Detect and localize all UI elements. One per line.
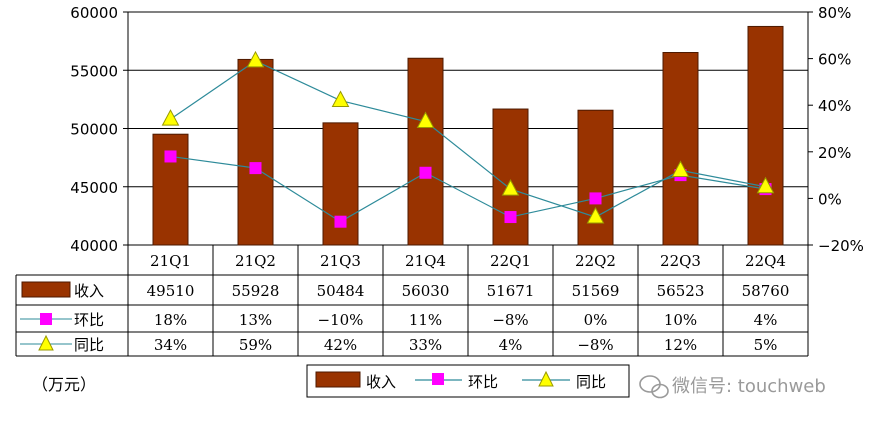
gridlines xyxy=(128,11,808,246)
data-label: 5% xyxy=(754,336,778,354)
yoy-marker-22Q4 xyxy=(756,176,775,194)
right-tick-label: −20% xyxy=(818,237,864,255)
bar-series xyxy=(152,25,784,246)
yoy-marker-21Q2 xyxy=(246,50,265,68)
qoq-marker-21Q4 xyxy=(419,166,432,179)
legend-label-yoy: 同比 xyxy=(576,373,606,391)
data-label: 49510 xyxy=(147,282,195,300)
row-label: 同比 xyxy=(74,336,104,354)
line-series xyxy=(161,50,775,228)
data-label: 0% xyxy=(584,311,608,329)
qoq-marker-22Q1 xyxy=(504,211,517,224)
legend-label-qoq: 环比 xyxy=(468,373,498,391)
bar-21Q4 xyxy=(407,57,444,246)
yoy-marker-22Q2 xyxy=(586,206,605,224)
data-label: 56523 xyxy=(657,282,705,300)
right-tick-label: 60% xyxy=(818,51,851,69)
yoy-line xyxy=(170,60,766,218)
data-table: 21Q1 21Q2 21Q3 21Q4 22Q1 22Q2 22Q3 22Q4 收入 49510 5… xyxy=(15,245,809,357)
category-label: 21Q3 xyxy=(320,252,361,270)
watermark: 微信号: touchweb xyxy=(639,375,826,399)
left-tick-label: 50000 xyxy=(70,121,118,139)
category-label: 21Q4 xyxy=(405,252,446,270)
legend-marker-yoy xyxy=(538,370,554,387)
data-label: 58760 xyxy=(742,282,790,300)
data-label: 56030 xyxy=(402,282,450,300)
data-label: −8% xyxy=(577,336,613,354)
bar-22Q4 xyxy=(747,25,784,246)
right-tick-label: 0% xyxy=(818,190,842,208)
row-key-revenue xyxy=(21,281,71,298)
category-label: 22Q2 xyxy=(575,252,616,270)
right-tick-label: 40% xyxy=(818,97,851,115)
data-label: 55928 xyxy=(232,282,280,300)
qoq-marker-22Q2 xyxy=(589,192,602,205)
left-tick-label: 60000 xyxy=(70,4,118,22)
yoy-marker-22Q3 xyxy=(671,160,690,177)
data-label: 51569 xyxy=(572,282,620,300)
watermark-text: 微信号: touchweb xyxy=(672,376,826,397)
data-label: 51671 xyxy=(487,282,535,300)
data-label: 59% xyxy=(239,336,272,354)
row-key-qoq-marker xyxy=(40,313,52,325)
data-label: 12% xyxy=(664,336,697,354)
legend: 收入 环比 同比 xyxy=(306,364,630,398)
data-label: 4% xyxy=(754,311,778,329)
right-tick-label: 80% xyxy=(818,4,851,22)
legend-label-revenue: 收入 xyxy=(366,373,396,391)
category-label: 22Q4 xyxy=(745,252,786,270)
left-tick-label: 40000 xyxy=(70,237,118,255)
legend-swatch-revenue xyxy=(315,371,361,388)
data-label: 4% xyxy=(499,336,523,354)
row-key-yoy-marker xyxy=(38,334,54,351)
data-label: 42% xyxy=(324,336,357,354)
left-tick-label: 55000 xyxy=(70,62,118,80)
data-label: 18% xyxy=(154,311,187,329)
data-label: −10% xyxy=(318,311,364,329)
qoq-marker-21Q1 xyxy=(164,150,177,163)
legend-marker-qoq xyxy=(432,373,444,385)
category-label: 21Q1 xyxy=(150,252,191,270)
data-label: 50484 xyxy=(317,282,365,300)
bar-22Q3 xyxy=(662,52,699,246)
category-label: 22Q1 xyxy=(490,252,531,270)
legend-box xyxy=(306,364,630,398)
qoq-marker-21Q2 xyxy=(249,162,262,175)
left-tick-label: 45000 xyxy=(70,179,118,197)
data-label: 34% xyxy=(154,336,187,354)
data-label: 11% xyxy=(409,311,442,329)
data-label: 13% xyxy=(239,311,272,329)
bar-22Q2 xyxy=(577,109,614,246)
category-label: 21Q2 xyxy=(235,252,276,270)
category-label: 22Q3 xyxy=(660,252,701,270)
wechat-icon xyxy=(639,375,669,399)
yoy-marker-21Q1 xyxy=(161,109,180,126)
yoy-marker-21Q4 xyxy=(416,111,435,129)
data-label: 33% xyxy=(409,336,442,354)
qoq-line xyxy=(170,155,766,223)
yoy-marker-22Q1 xyxy=(501,179,520,196)
row-label: 收入 xyxy=(74,282,104,300)
bar-21Q2 xyxy=(237,58,274,246)
data-label: −8% xyxy=(492,311,528,329)
right-tick-label: 20% xyxy=(818,144,851,162)
row-label: 环比 xyxy=(74,311,104,329)
bar-22Q1 xyxy=(492,108,529,246)
data-label: 10% xyxy=(664,311,697,329)
qoq-marker-21Q3 xyxy=(334,215,347,228)
axes: 40000 45000 50000 55000 60000 −20% 0% 20% 40% 60%… xyxy=(70,4,864,255)
unit-label: （万元） xyxy=(32,375,96,394)
yoy-marker-21Q3 xyxy=(331,90,350,108)
